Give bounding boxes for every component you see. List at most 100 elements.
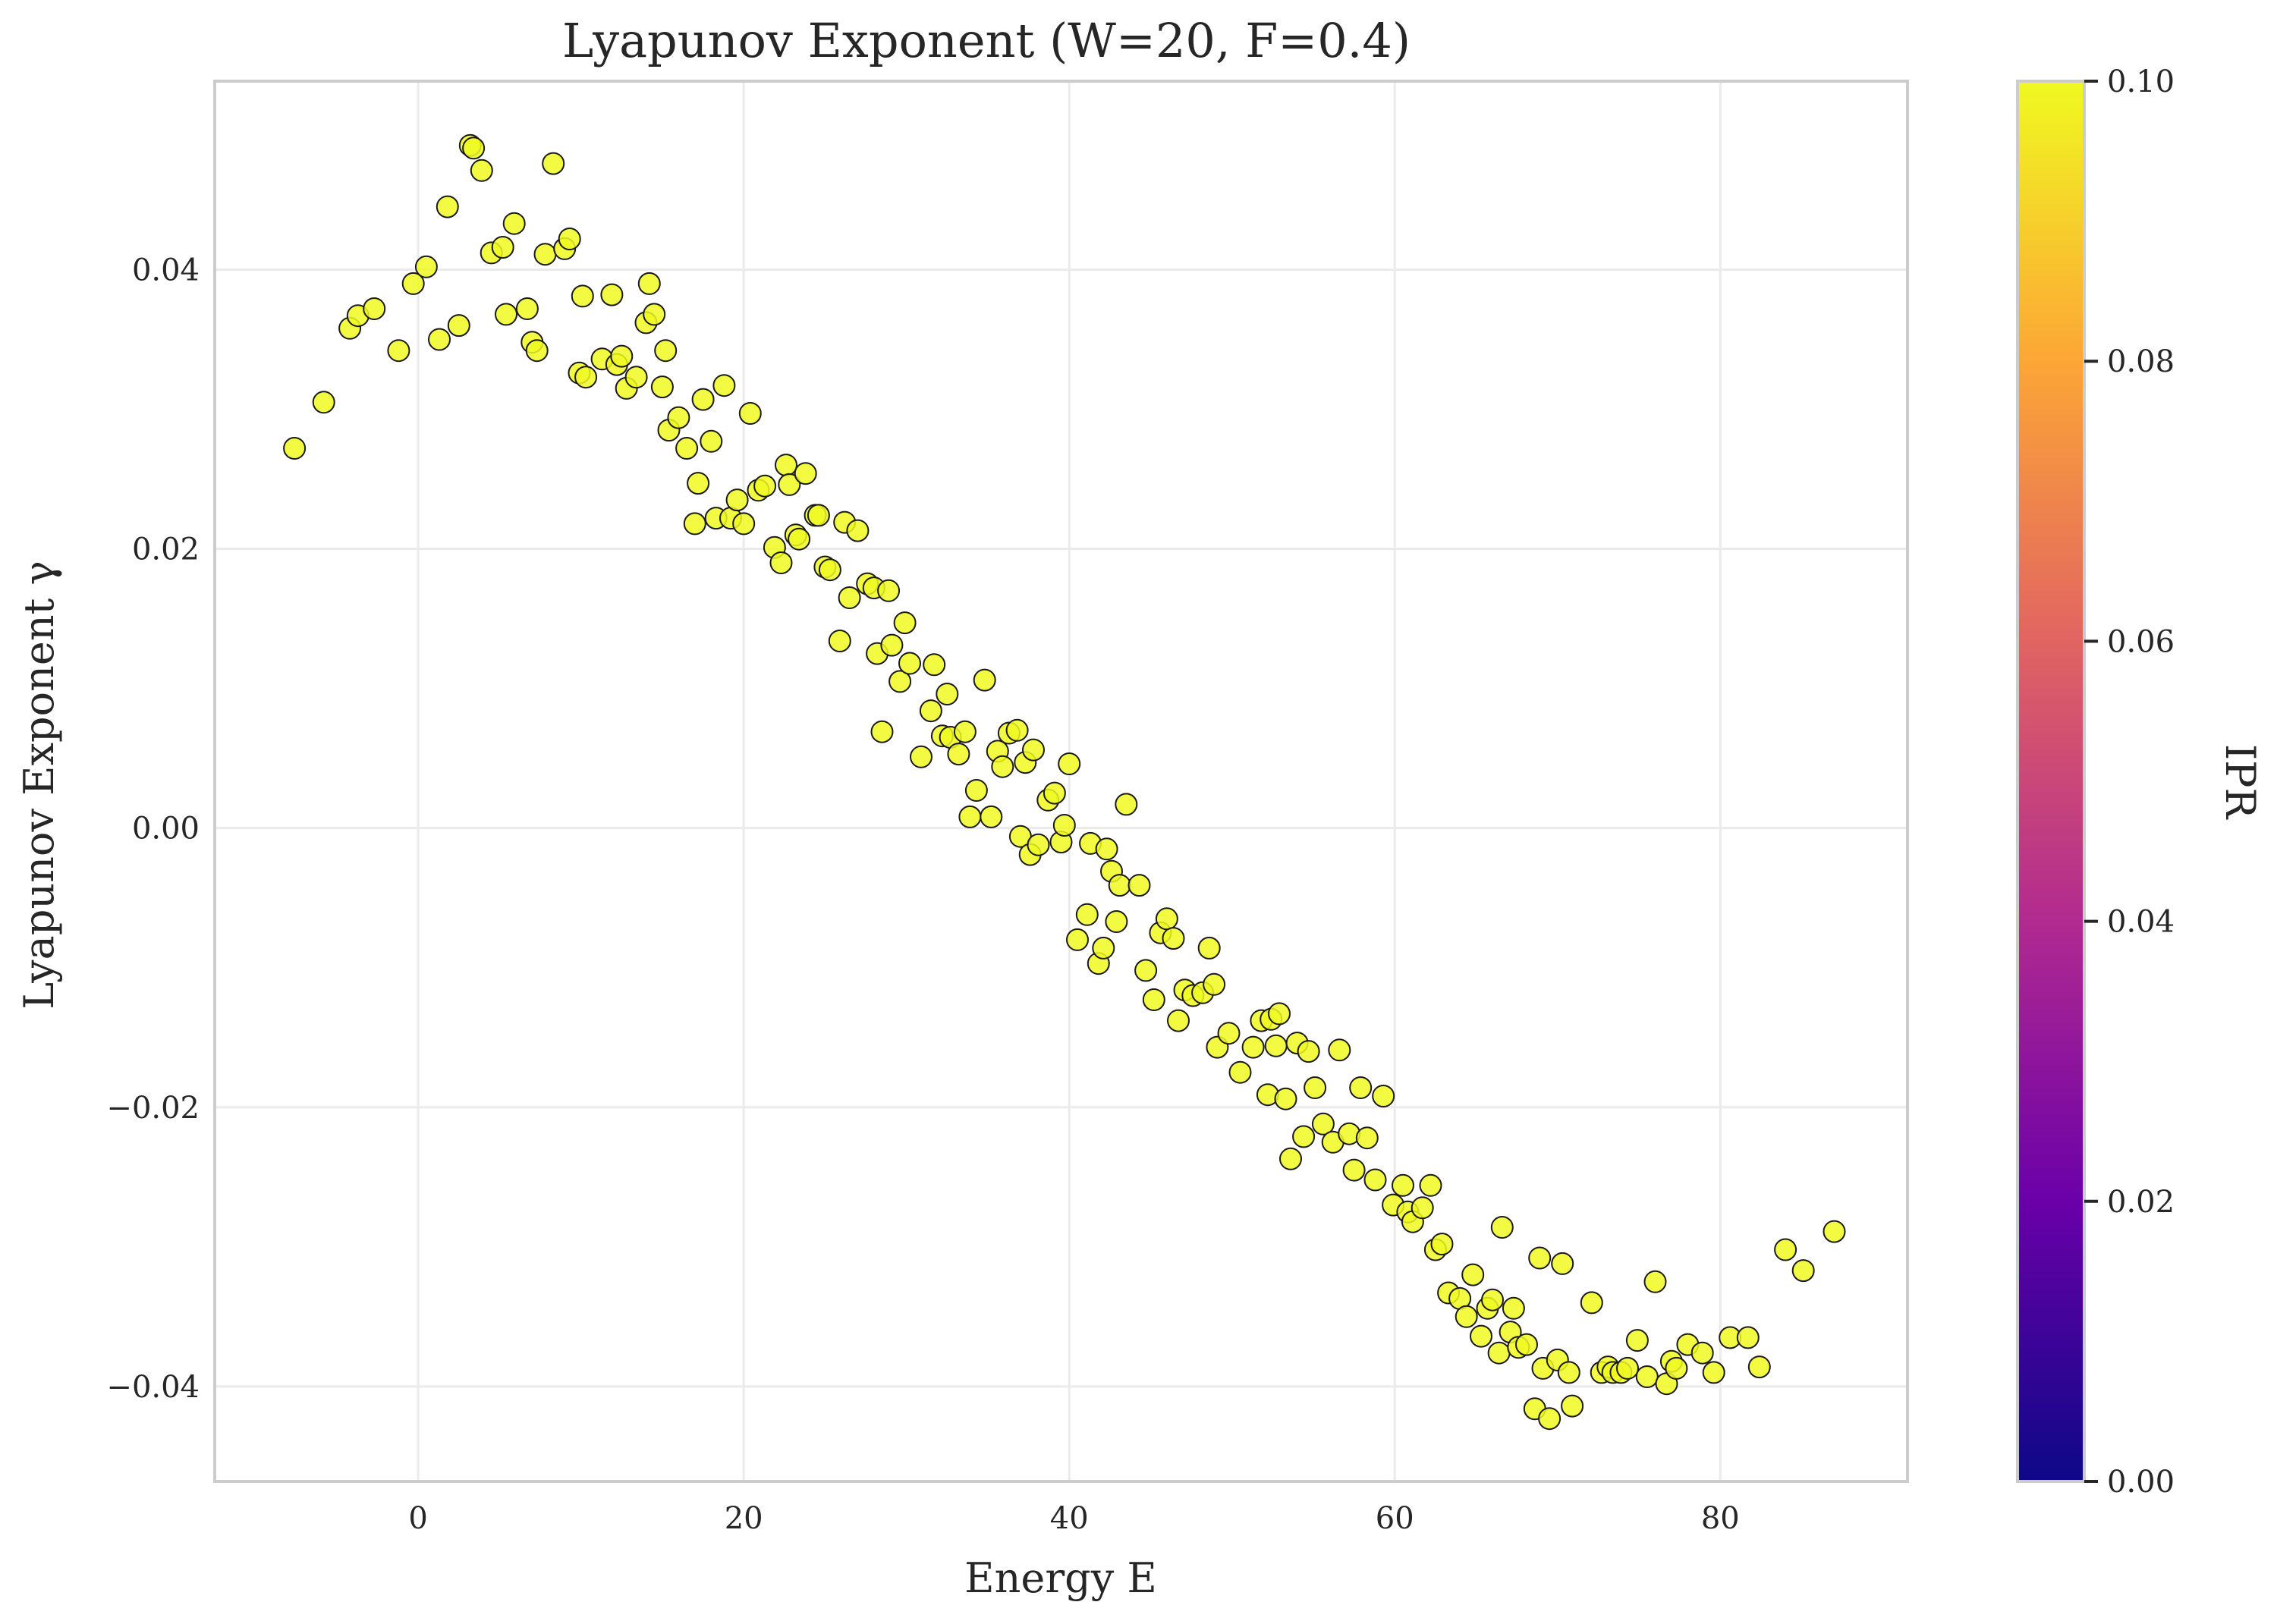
data-point [525, 339, 549, 363]
data-point [401, 272, 425, 295]
data-point [558, 228, 581, 250]
data-point [1625, 1329, 1649, 1352]
data-point [574, 366, 598, 389]
data-point [1134, 959, 1158, 982]
x-axis-label: Energy E [964, 1554, 1157, 1602]
data-point [732, 512, 756, 536]
data-point [312, 391, 335, 414]
data-point [1127, 874, 1151, 897]
grid-lines [215, 81, 1907, 1481]
data-point [491, 236, 514, 259]
data-point [447, 314, 470, 338]
data-point [691, 388, 715, 411]
x-axis-ticks: 0 20 40 60 80 [408, 1501, 1739, 1536]
data-point [1022, 738, 1045, 762]
data-point [1162, 927, 1185, 950]
data-point [1311, 1112, 1335, 1136]
data-point [428, 328, 451, 351]
data-point [414, 255, 438, 278]
data-point [958, 805, 982, 828]
data-point [788, 527, 811, 551]
data-point [888, 670, 912, 693]
data-point [807, 504, 830, 527]
data-point [1349, 1076, 1373, 1099]
data-point [1328, 1038, 1351, 1062]
data-point [1058, 752, 1081, 775]
data-point [1342, 1158, 1366, 1182]
data-point [462, 137, 486, 160]
y-axis-label: Lyapunov Exponent γ [15, 561, 63, 1010]
data-point [838, 586, 861, 609]
data-point [1372, 1085, 1395, 1107]
data-point [1043, 781, 1066, 805]
data-point [1528, 1246, 1552, 1270]
data-point [654, 339, 678, 363]
data-point [1355, 1126, 1379, 1150]
data-point [683, 512, 706, 536]
data-point [712, 374, 736, 397]
data-point [1481, 1288, 1504, 1311]
data-point [953, 720, 977, 743]
data-point [1538, 1407, 1562, 1431]
data-point [818, 558, 841, 582]
data-point [1665, 1356, 1688, 1380]
data-point [794, 462, 817, 485]
colorbar-tick-label: 0.08 [2107, 344, 2175, 379]
data-point [877, 579, 901, 602]
colorbar-ticks: 0.00 0.02 0.04 0.06 0.08 0.10 [2084, 64, 2175, 1500]
data-point [436, 195, 459, 218]
data-point [1092, 936, 1115, 960]
data-point [1052, 814, 1076, 837]
data-point [1105, 910, 1128, 933]
data-point [1297, 1040, 1320, 1063]
data-point [650, 375, 674, 399]
data-point [775, 454, 797, 477]
data-point [1643, 1270, 1667, 1293]
data-point [1411, 1196, 1434, 1220]
data-point [1066, 928, 1089, 951]
data-point [1487, 1341, 1511, 1365]
data-point [1241, 1035, 1265, 1059]
data-point [1264, 1034, 1288, 1057]
data-point [1027, 833, 1050, 856]
colorbar-tick-label: 0.06 [2107, 624, 2175, 659]
data-point [515, 297, 539, 320]
data-point [1561, 1394, 1584, 1418]
data-point [1419, 1173, 1442, 1197]
data-point [1551, 1252, 1574, 1275]
data-point [600, 283, 624, 306]
data-point [1363, 1168, 1387, 1192]
data-point [387, 339, 410, 363]
colorbar-tick-label: 0.00 [2107, 1465, 2175, 1500]
data-point [1791, 1259, 1815, 1283]
data-point [738, 402, 762, 425]
data-point [769, 551, 793, 574]
data-point [893, 611, 917, 635]
plot-frame [213, 80, 1909, 1483]
data-point [1095, 837, 1118, 861]
data-point [624, 366, 648, 389]
data-point [502, 212, 526, 235]
data-point [363, 297, 386, 320]
data-point [725, 488, 749, 512]
data-point [1461, 1263, 1485, 1286]
x-tick-label: 60 [1376, 1501, 1414, 1536]
data-point [991, 755, 1014, 778]
y-axis-ticks: −0.04 −0.02 0.00 0.02 0.04 [106, 253, 200, 1404]
data-point [1690, 1341, 1714, 1365]
data-point [1736, 1326, 1760, 1349]
data-point [947, 743, 970, 766]
colorbar-tick-label: 0.10 [2107, 64, 2175, 99]
data-point [1823, 1220, 1846, 1243]
x-tick-label: 20 [725, 1501, 763, 1536]
y-tick-label: −0.04 [106, 1370, 200, 1405]
data-point [923, 653, 946, 677]
data-point [880, 633, 904, 657]
y-tick-label: 0.02 [132, 532, 200, 567]
data-point [910, 745, 933, 768]
data-point [973, 668, 996, 692]
data-point [1005, 718, 1029, 742]
data-point [1217, 1022, 1241, 1045]
data-point [753, 474, 777, 498]
